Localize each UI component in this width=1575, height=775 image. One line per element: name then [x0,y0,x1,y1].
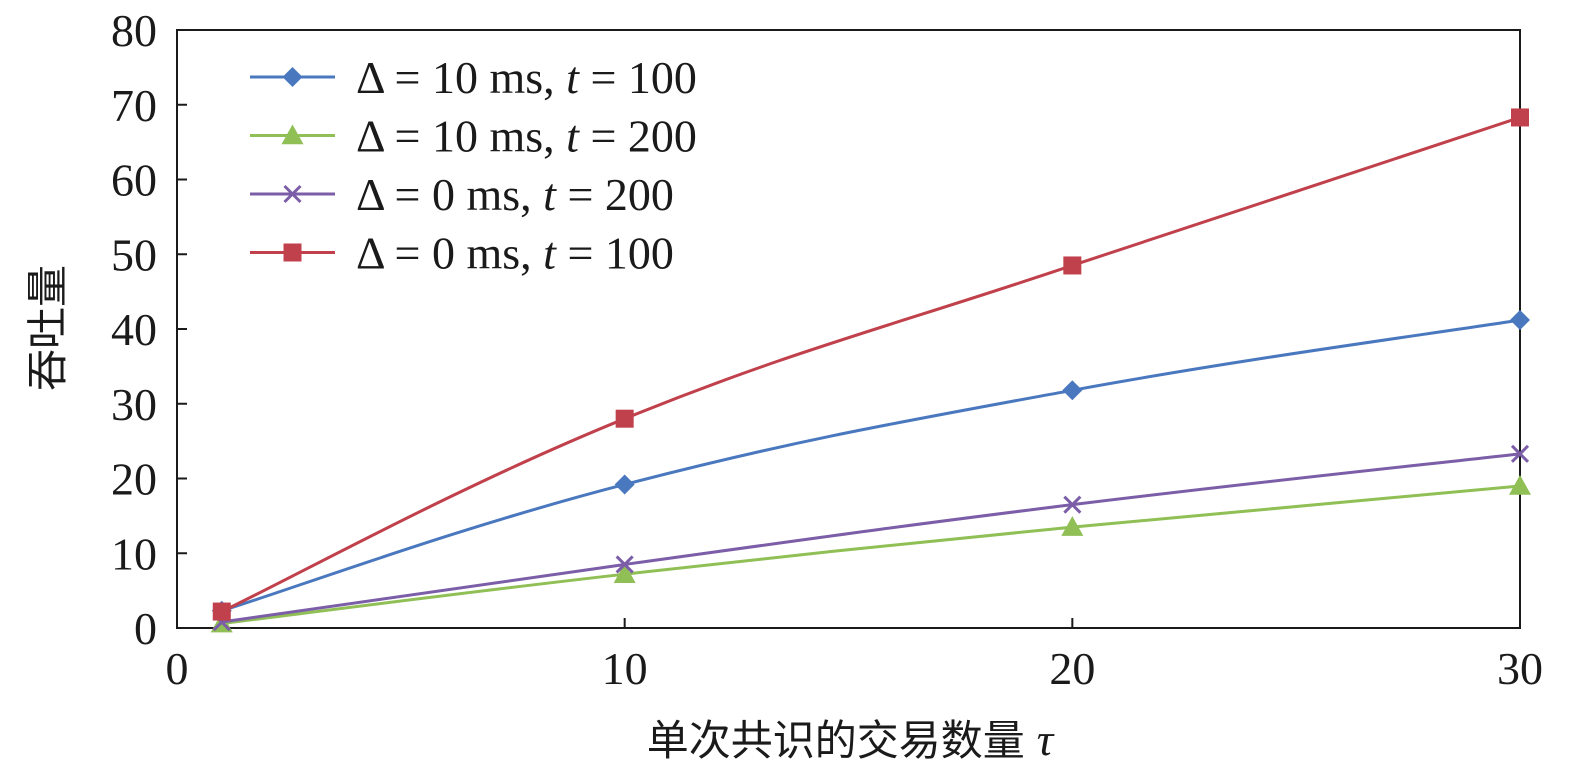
marker-x-stroke [283,184,302,204]
marker-x-stroke [1510,444,1530,463]
y-tick-label: 40 [111,304,157,355]
marker-x-stroke [615,555,634,574]
x-tick-label: 10 [602,643,648,694]
legend-item-0: Δ = 10 ms, t = 100 [250,52,697,103]
legend-label: Δ = 10 ms, t = 100 [356,52,697,103]
legend-label: Δ = 0 ms, t = 200 [356,169,674,220]
data-point [1061,516,1084,536]
legend-item-1: Δ = 10 ms, t = 200 [250,111,697,162]
y-tick-label: 50 [111,229,157,280]
data-point [1511,108,1529,127]
legend-label: Δ = 0 ms, t = 100 [356,228,674,279]
legend-label: Δ = 10 ms, t = 200 [356,111,697,162]
series-line [221,484,1521,626]
y-tick-label: 70 [111,80,157,131]
marker-x-stroke [1063,495,1082,514]
y-tick-label: 80 [111,5,157,56]
data-point [212,602,231,621]
series-3 [212,108,1529,621]
data-point [614,474,635,495]
data-point [1062,380,1083,401]
x-tick-label: 0 [166,643,189,694]
data-point [613,563,636,583]
y-tick-label: 30 [111,379,157,430]
x-tick-label: 30 [1497,643,1543,694]
x-axis-label-text: 单次共识的交易数量 [647,716,1025,765]
legend-marker [282,67,303,87]
data-point [1510,444,1530,463]
y-tick-label: 10 [111,528,157,579]
series-line [221,452,1521,624]
series-line [221,116,1521,613]
x-tick-label: 20 [1049,643,1095,694]
data-point [1510,310,1530,331]
series-2 [212,444,1530,632]
y-tick-label: 20 [111,454,157,505]
y-axis-label: 吞吐量 [23,265,72,391]
series-line [221,318,1521,613]
x-axis-label: 单次共识的交易数量 τ [647,714,1055,765]
series-0 [211,310,1530,621]
data-point [615,409,634,428]
data-point [1063,256,1082,275]
data-point [615,555,634,574]
series-1 [210,474,1531,633]
legend-marker [281,124,304,145]
data-point [1509,474,1531,495]
y-tick-label: 0 [134,603,157,654]
x-axis-label-symbol: τ [1037,714,1055,765]
legend-marker [283,243,302,262]
data-point [1063,495,1082,514]
legend-item-2: Δ = 0 ms, t = 200 [250,169,674,220]
legend-marker [283,184,302,204]
y-tick-label: 60 [111,155,157,206]
legend-item-3: Δ = 0 ms, t = 100 [250,228,674,279]
